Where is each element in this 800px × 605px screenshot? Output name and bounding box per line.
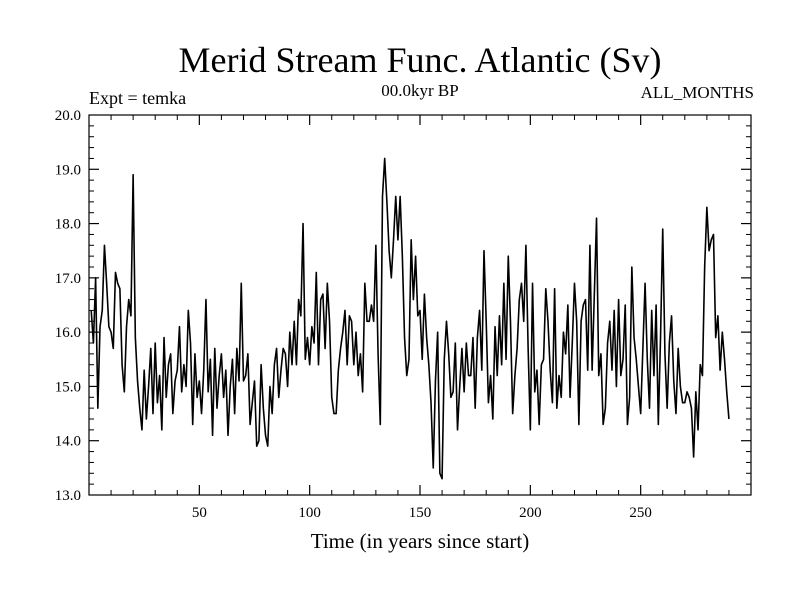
y-tick-label: 15.0 [55, 379, 81, 395]
period-label: 00.0kyr BP [381, 81, 458, 100]
x-tick-label: 50 [192, 505, 207, 521]
y-tick-label: 16.0 [55, 325, 81, 341]
y-tick-label: 14.0 [55, 434, 81, 450]
x-tick-label: 200 [519, 505, 542, 521]
x-tick-label: 100 [298, 505, 321, 521]
data-series-line [90, 157, 730, 480]
plot-frame [88, 114, 752, 496]
y-tick-label: 13.0 [55, 488, 81, 504]
chart-title: Merid Stream Func. Atlantic (Sv) [179, 40, 662, 80]
y-tick-label: 20.0 [55, 108, 81, 124]
x-tick-label: 250 [629, 505, 652, 521]
axis-ticks [89, 115, 751, 495]
x-axis-tick-labels: 50 100 150 200 250 [192, 505, 652, 521]
y-tick-label: 19.0 [55, 162, 81, 178]
y-tick-label: 17.0 [55, 271, 81, 287]
y-tick-label: 18.0 [55, 217, 81, 233]
months-label: ALL_MONTHS [641, 83, 754, 102]
experiment-label: Expt = temka [89, 88, 186, 108]
x-tick-label: 150 [409, 505, 432, 521]
y-axis-tick-labels: 13.0 14.0 15.0 16.0 17.0 18.0 19.0 20.0 [55, 108, 81, 504]
x-axis-title: Time (in years since start) [311, 529, 530, 553]
